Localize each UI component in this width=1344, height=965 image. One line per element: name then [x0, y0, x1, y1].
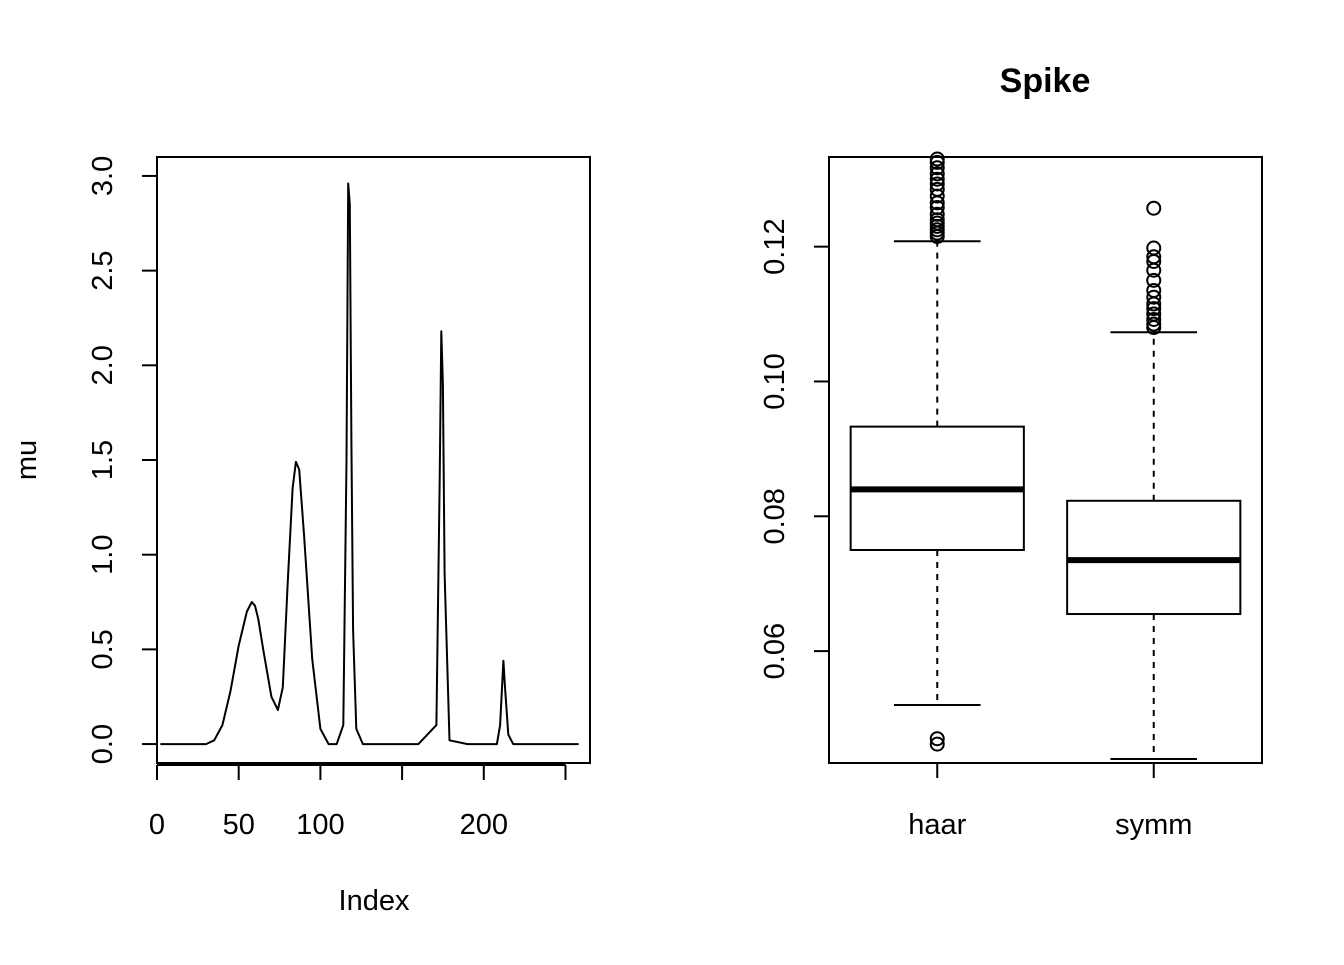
boxplot-y-tick-label: 0.08 [759, 488, 791, 544]
line-chart-y-tick-label: 1.5 [87, 440, 119, 480]
line-chart-y-axis: 0.0 0.5 1.0 1.5 2.0 2.5 3.0 [87, 156, 158, 764]
outlier-point [929, 206, 945, 222]
line-chart-x-tick-label: 200 [460, 809, 508, 841]
line-chart-y-tick-label: 0.0 [87, 724, 119, 764]
outlier-point [1146, 311, 1162, 327]
outlier-point [929, 181, 945, 197]
line-chart-x-axis: 0 50 100 200 [149, 764, 567, 841]
line-chart-y-tick-label: 2.5 [87, 250, 119, 290]
boxplot-y-tick-label: 0.10 [759, 353, 791, 409]
outlier-point [1146, 200, 1162, 216]
outlier-point [929, 151, 945, 167]
boxplot-y-axis: 0.06 0.08 0.10 0.12 [759, 218, 830, 679]
line-chart-panel: 0 50 100 200 0.0 0.5 1.0 1.5 2.0 2.5 3.0 Index mu [11, 156, 591, 917]
outlier-point [1146, 316, 1162, 332]
outlier-point [1146, 240, 1162, 256]
outlier-point [929, 171, 945, 187]
boxplot-category-label-haar: haar [908, 809, 966, 841]
boxplot-panel: Spike 0.06 0.08 0.10 0.12 haar symm [759, 62, 1263, 841]
outlier-point [1146, 306, 1162, 322]
outlier-point [929, 160, 945, 176]
line-chart-x-axis-title: Index [339, 885, 410, 917]
boxplot-title: Spike [1000, 62, 1091, 100]
outlier-point [1146, 272, 1162, 288]
outlier-point [1146, 282, 1162, 298]
outlier-point [929, 731, 945, 747]
line-chart-x-tick-label: 0 [149, 809, 165, 841]
boxplot-box-symm [1066, 200, 1242, 760]
boxplot-box-haar [849, 151, 1025, 752]
line-chart-plot-frame [156, 156, 591, 764]
line-series-mu [160, 182, 579, 746]
boxplot-y-tick-label: 0.06 [759, 623, 791, 679]
outlier-point [929, 166, 945, 182]
outlier-point [1146, 249, 1162, 265]
boxplot-category-label-symm: symm [1115, 809, 1192, 841]
boxplot-boxes [849, 151, 1242, 760]
outlier-point [1146, 289, 1162, 305]
outlier-point [1146, 301, 1162, 317]
outlier-point [929, 200, 945, 216]
line-chart-x-tick-label: 50 [223, 809, 255, 841]
boxplot-x-axis: haar symm [908, 763, 1192, 841]
line-chart-y-tick-label: 0.5 [87, 629, 119, 669]
line-chart-y-tick-label: 1.0 [87, 535, 119, 575]
boxplot-y-tick-label: 0.12 [759, 218, 791, 274]
outlier-point [929, 736, 945, 752]
line-chart-x-tick-label: 100 [296, 809, 344, 841]
line-chart-y-tick-label: 2.0 [87, 345, 119, 385]
line-chart-y-axis-title: mu [11, 440, 43, 480]
line-chart-y-tick-label: 3.0 [87, 156, 119, 196]
outlier-point [929, 176, 945, 192]
line-chart-series [160, 182, 579, 746]
